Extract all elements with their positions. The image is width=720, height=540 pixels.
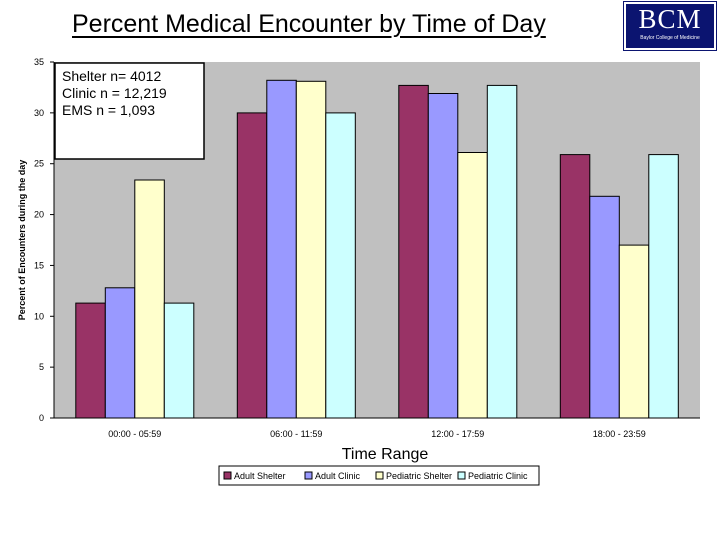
bars [75,79,679,419]
bar-adult-shelter-0 [75,302,106,419]
x-tick-label: 06:00 - 11:59 [270,429,322,439]
legend-label-pediatric-shelter: Pediatric Shelter [386,471,452,481]
legend-swatch-pediatric-shelter [375,471,384,480]
y-tick-label: 30 [34,108,44,118]
bar-pediatric-clinic-0 [163,302,195,419]
bar-pediatric-clinic-1 [325,112,356,419]
bar-adult-clinic-2 [427,93,459,419]
bar-adult-clinic-1 [266,79,297,419]
y-tick-label: 15 [34,260,44,270]
y-tick-label: 20 [34,210,44,220]
logo-subtext: Baylor College of Medicine [640,35,700,41]
y-tick-label: 25 [34,159,44,169]
y-axis-label: Percent of Encounters during the day [17,160,27,321]
annotation-line: EMS n = 1,093 [62,102,155,118]
x-axis-label: Time Range [342,446,429,463]
x-tick-label: 12:00 - 17:59 [431,429,484,439]
y-tick-label: 35 [34,57,44,67]
legend-label-adult-clinic: Adult Clinic [315,471,361,481]
logo-text: BCM [638,4,702,34]
annotation-line: Shelter n= 4012 [62,68,161,84]
bar-pediatric-shelter-1 [295,80,327,419]
legend-swatch-pediatric-clinic [457,471,466,480]
legend-swatch-adult-clinic [304,471,313,480]
bar-pediatric-shelter-0 [134,179,165,419]
annotation-line: Clinic n = 12,219 [62,85,167,101]
bar-adult-shelter-1 [236,112,268,419]
bar-pediatric-shelter-3 [618,244,650,419]
axes: 0 5 10 15 20 25 30 35 Percent of Encounters duri… [17,57,700,463]
bar-adult-clinic-0 [104,287,136,419]
legend-swatch-adult-shelter [223,471,232,480]
bar-adult-shelter-2 [398,84,429,419]
bar-adult-clinic-3 [589,195,620,419]
bcm-logo: BCM Baylor College of Medicine [623,1,717,51]
bar-pediatric-clinic-3 [648,154,679,419]
legend-label-pediatric-clinic: Pediatric Clinic [468,471,528,481]
y-tick-label: 10 [34,311,44,321]
y-tick-label: 5 [39,362,44,372]
slide-title: Percent Medical Encounter by Time of Day [72,10,546,38]
legend: Adult Shelter Adult Clinic Pediatric Shelt… [218,465,540,486]
x-tick-label: 00:00 - 05:59 [108,429,161,439]
y-tick-label: 0 [39,413,44,423]
x-tick-label: 18:00 - 23:59 [593,429,646,439]
bar-pediatric-shelter-2 [457,152,488,419]
annotation-box-frame [54,62,205,160]
bar-adult-shelter-3 [559,154,591,419]
bar-pediatric-clinic-2 [486,84,518,419]
legend-label-adult-shelter: Adult Shelter [234,471,286,481]
